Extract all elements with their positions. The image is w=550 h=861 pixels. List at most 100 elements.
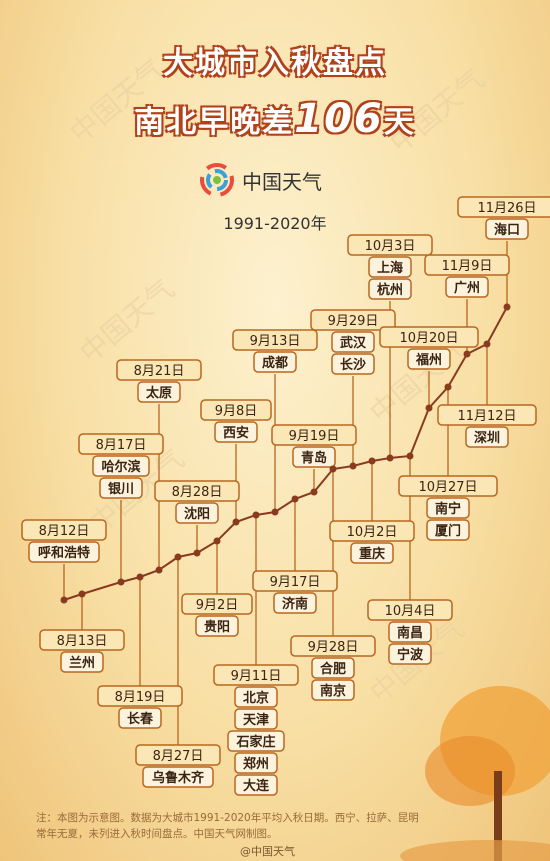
page-title: 大城市入秋盘点 (163, 46, 387, 81)
city-label: 哈尔滨 (101, 459, 140, 475)
date-label: 8月17日 (96, 438, 147, 453)
city-label: 成都 (262, 355, 288, 371)
data-point (406, 452, 414, 460)
autumn-tree-decoration (400, 686, 550, 861)
subtitle-suffix: 天 (383, 105, 416, 140)
weibo-handle: @中国天气 (240, 845, 295, 858)
date-badge: 10月27日 (398, 475, 498, 497)
date-label: 9月13日 (250, 334, 301, 349)
date-badge: 11月9日 (424, 254, 510, 276)
date-badge: 8月27日 (135, 744, 221, 766)
data-point (213, 537, 221, 545)
date-label: 10月20日 (399, 331, 458, 346)
city-badge: 上海 (368, 256, 412, 278)
weather-logo-icon (200, 163, 234, 197)
city-label: 呼和浩特 (38, 545, 90, 561)
city-label: 宁波 (397, 647, 424, 663)
city-label: 银川 (108, 481, 134, 497)
city-badge: 石家庄 (227, 730, 285, 752)
brand-name: 中国天气 (242, 169, 322, 194)
date-label: 8月28日 (172, 485, 223, 500)
city-badge: 大连 (234, 774, 278, 796)
date-label: 11月9日 (442, 259, 493, 274)
city-label: 兰州 (69, 655, 95, 671)
date-label: 10月2日 (347, 525, 398, 540)
data-point (503, 303, 511, 311)
date-label: 10月3日 (365, 239, 416, 254)
city-badge: 贵阳 (195, 615, 239, 637)
city-badge: 合肥 (311, 657, 355, 679)
city-label: 石家庄 (235, 734, 275, 750)
city-badge: 沈阳 (175, 502, 219, 524)
date-label: 9月29日 (328, 314, 379, 329)
city-label: 南宁 (435, 501, 461, 517)
data-point (444, 383, 452, 391)
city-label: 合肥 (320, 661, 346, 677)
city-badge: 厦门 (426, 519, 470, 541)
date-label: 8月19日 (115, 690, 166, 705)
data-point (329, 465, 337, 473)
city-label: 贵阳 (204, 619, 230, 635)
city-label: 武汉 (340, 335, 367, 351)
date-badge: 10月2日 (329, 520, 415, 542)
city-label: 天津 (243, 712, 269, 728)
date-badge: 8月13日 (39, 629, 125, 651)
city-badge: 西安 (214, 421, 258, 443)
date-badge: 9月29日 (310, 309, 396, 331)
data-point (232, 518, 240, 526)
date-badge: 9月28日 (290, 635, 376, 657)
city-badge: 兰州 (60, 651, 104, 673)
date-label: 11月12日 (457, 409, 516, 424)
city-label: 广州 (454, 280, 480, 296)
city-label: 长春 (127, 711, 154, 727)
city-badge: 深圳 (465, 426, 509, 448)
data-point (193, 549, 201, 557)
city-label: 海口 (494, 222, 520, 238)
city-badge: 呼和浩特 (28, 541, 100, 563)
city-label: 杭州 (377, 282, 403, 298)
date-badge: 11月26日 (457, 196, 550, 218)
date-label: 10月27日 (418, 480, 477, 495)
date-label: 9月28日 (308, 640, 359, 655)
city-label: 青岛 (301, 450, 327, 466)
data-point (349, 462, 357, 470)
date-label: 11月26日 (477, 201, 536, 216)
city-badge: 天津 (234, 708, 278, 730)
brand-logo: 中国天气 (200, 163, 322, 197)
date-label: 8月13日 (57, 634, 108, 649)
city-label: 南昌 (397, 625, 423, 641)
city-label: 上海 (377, 260, 403, 276)
city-label: 济南 (282, 596, 308, 612)
data-point (386, 454, 394, 462)
data-point (252, 511, 260, 519)
data-point (271, 508, 279, 516)
data-point (78, 590, 86, 598)
data-point (368, 457, 376, 465)
footnote-line-1: 注：本图为示意图。数据为大城市1991-2020年平均入秋日期。西宁、拉萨、昆明 (36, 812, 419, 824)
data-point (155, 566, 163, 574)
city-label: 沈阳 (184, 506, 210, 522)
date-badge: 8月12日 (21, 519, 107, 541)
date-badge: 8月19日 (97, 685, 183, 707)
date-badge: 10月4日 (367, 599, 453, 621)
city-label: 西安 (223, 425, 249, 441)
city-badge: 南宁 (426, 497, 470, 519)
city-badge: 长沙 (331, 353, 375, 375)
date-badge: 11月12日 (437, 404, 537, 426)
city-badge: 南昌 (388, 621, 432, 643)
date-badge: 10月3日 (347, 234, 433, 256)
city-badge: 银川 (99, 477, 143, 499)
date-badge: 9月19日 (271, 424, 357, 446)
subtitle-prefix: 南北早晚差 (134, 105, 295, 140)
period-label: 1991-2020年 (223, 214, 327, 233)
data-point (425, 404, 433, 412)
date-badge: 9月8日 (200, 399, 272, 421)
date-badge: 10月20日 (379, 326, 479, 348)
data-point (174, 553, 182, 561)
city-label: 大连 (243, 778, 270, 794)
data-point (463, 350, 471, 358)
date-label: 9月19日 (289, 429, 340, 444)
city-badge: 南京 (311, 679, 355, 701)
date-label: 9月17日 (270, 575, 321, 590)
